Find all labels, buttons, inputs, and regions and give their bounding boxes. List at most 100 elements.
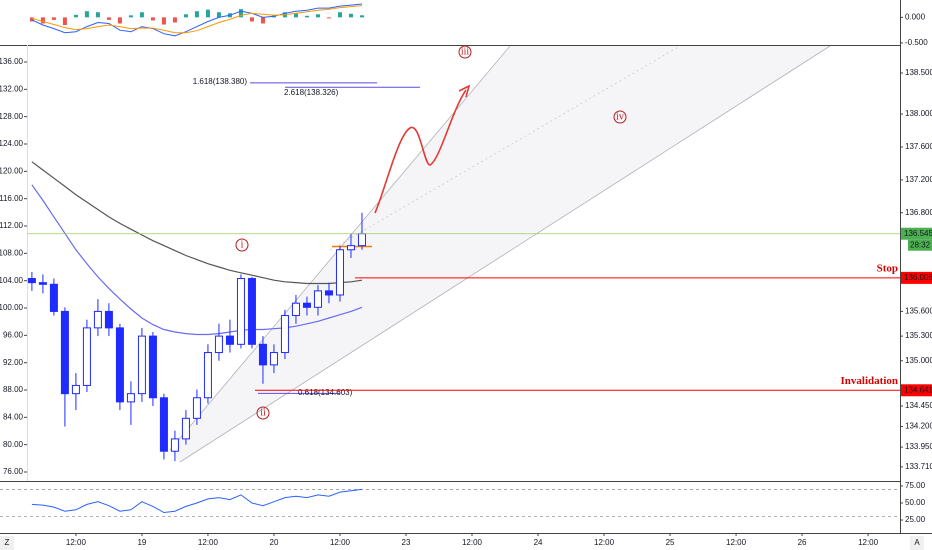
histogram-bar [194, 11, 199, 18]
fib-label: 2.618(138.326) [284, 88, 339, 97]
last-price-label: 136.545 [904, 229, 932, 238]
candle-body [280, 315, 289, 354]
x-tick-label: 26 [798, 538, 807, 547]
candle-body [269, 352, 278, 366]
histogram-bar [117, 17, 122, 24]
x-tick-label: 12:00 [66, 538, 87, 547]
wave-label: ii [260, 407, 266, 418]
layer: 138.500 138.000 137.600 137.200 136.800 135.6… [0, 3, 932, 547]
x-tick-label: 23 [402, 538, 411, 547]
candle-body [192, 397, 201, 419]
y2-tick-label: 124.00 [0, 139, 24, 148]
y2-tick-label: 128.00 [0, 112, 24, 121]
histogram-bar [348, 13, 353, 18]
candle-body [93, 310, 102, 329]
y-tick-label: 50.00 [905, 498, 926, 507]
histogram-bar [183, 14, 188, 18]
histogram-bar [359, 15, 364, 18]
level-name: Stop [877, 262, 898, 274]
y-tick-label: 136.800 [905, 208, 932, 217]
histogram-bar [161, 17, 166, 25]
candle-body [60, 310, 69, 395]
histogram-bar [73, 14, 78, 18]
level-label: 134.641 [904, 385, 932, 394]
fib-label: 0.618(134.603) [298, 388, 353, 397]
moving-average [31, 161, 363, 285]
histogram-bar [315, 14, 320, 18]
level-label: 136.008 [904, 273, 932, 282]
x-tick-label: 20 [270, 538, 279, 547]
candle-body [258, 343, 267, 366]
x-tick-label: 12:00 [462, 538, 483, 547]
histogram-bar [260, 17, 265, 24]
wave-circle [235, 238, 249, 252]
y-tick-label: -0.500 [905, 38, 928, 47]
candle-body [126, 393, 135, 403]
histogram-bar [249, 17, 254, 22]
y-tick-label: 133.950 [905, 442, 932, 451]
candle-body [346, 245, 355, 251]
x-tick-label: 12:00 [594, 538, 615, 547]
wave-label: i [241, 239, 244, 250]
toolbar-button-label: Z [5, 538, 10, 547]
candle-body [236, 278, 245, 345]
y-tick-label: 133.710 [905, 462, 932, 471]
x-tick-label: 19 [137, 538, 146, 547]
histogram-bar [29, 17, 34, 22]
y-tick-label: 138.500 [905, 68, 932, 77]
histogram-bar [139, 12, 144, 18]
candle-body [104, 310, 113, 329]
candle-body [71, 384, 80, 395]
moving-average [31, 184, 363, 336]
x-tick-label: 12:00 [330, 538, 351, 547]
histogram-bar [172, 17, 177, 23]
wave-label: iii [461, 46, 470, 57]
channel-lower [179, 45, 831, 463]
x-tick-label: 12:00 [858, 538, 879, 547]
y2-tick-label: 112.00 [0, 221, 24, 230]
y2-tick-label: 108.00 [0, 248, 24, 257]
candle-body [115, 327, 124, 403]
histogram-bar [216, 12, 221, 18]
candle-body [148, 335, 157, 399]
y2-tick-label: 80.00 [3, 440, 24, 449]
y-tick-label: 137.200 [905, 175, 932, 184]
fib-label: 1.618(138.380) [193, 77, 248, 86]
y-tick-label: 134.200 [905, 422, 932, 431]
countdown-tag [908, 239, 932, 251]
y2-tick-label: 100.00 [0, 303, 24, 312]
toolbar-button[interactable] [910, 536, 924, 550]
histogram-bar [84, 11, 89, 18]
histogram-bar [40, 17, 45, 24]
candle-body [181, 417, 190, 440]
projection-arrow [458, 84, 471, 98]
candle-body [214, 335, 223, 354]
candle-body [335, 249, 344, 296]
histogram-bar [95, 12, 100, 18]
candle-body [247, 278, 256, 345]
y-tick-label: 135.300 [905, 331, 932, 340]
candle-body [159, 397, 168, 452]
candle-body [225, 335, 234, 345]
wave-circle [458, 45, 472, 59]
y2-tick-label: 96.00 [3, 330, 24, 339]
level-tag [901, 384, 932, 397]
y-tick-label: 75.00 [905, 481, 926, 490]
channel-fill [170, 46, 830, 462]
indicator-line [31, 3, 363, 37]
projection-path [374, 89, 467, 214]
candle-body [170, 438, 179, 452]
candle-body [82, 327, 91, 386]
candle-body [203, 352, 212, 399]
y2-tick-label: 88.00 [3, 385, 24, 394]
level-name: Invalidation [841, 375, 898, 387]
candle-body [302, 302, 311, 308]
toolbar-button[interactable] [0, 536, 14, 550]
candle-body [324, 290, 333, 296]
y2-tick-label: 132.00 [0, 84, 24, 93]
x-tick-label: 25 [666, 538, 675, 547]
histogram-bar [51, 17, 56, 20]
level-tag [901, 271, 932, 284]
y2-tick-label: 104.00 [0, 276, 24, 285]
